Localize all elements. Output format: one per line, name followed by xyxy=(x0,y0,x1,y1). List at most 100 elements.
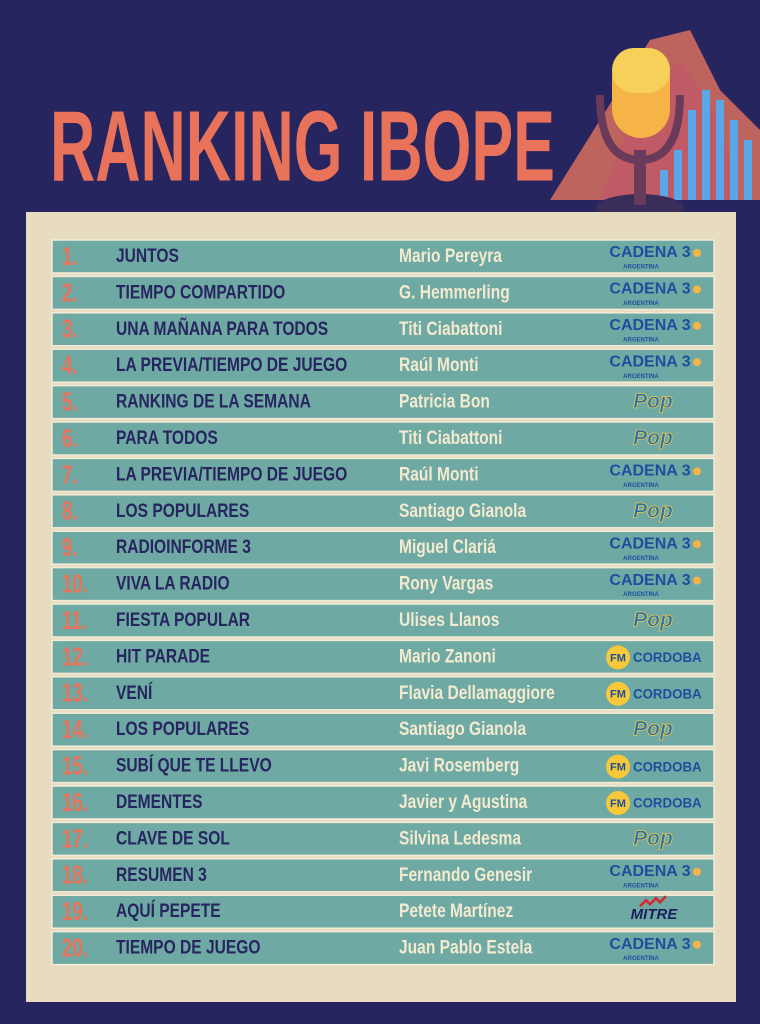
table-row: 14. LOS POPULARES Santiago Gianola Pop xyxy=(51,712,715,747)
rank: 5. xyxy=(62,386,78,416)
station-name: CADENA 3 xyxy=(609,535,690,552)
station-name: Pop xyxy=(633,827,673,850)
host-name: Ulises Llanos xyxy=(399,609,499,631)
station-logo: FM CORDOBA xyxy=(606,754,702,779)
logo-accent xyxy=(693,249,701,257)
station-logo: FM CORDOBA xyxy=(606,791,702,815)
station-subname: ARGENTINA xyxy=(623,301,659,307)
logo-badge xyxy=(606,681,630,706)
station-name: CADENA 3 xyxy=(609,317,690,334)
program-name: VENÍ xyxy=(116,681,153,703)
host-name: Raúl Monti xyxy=(399,354,479,376)
table-row: 9. RADIOINFORME 3 Miguel Clariá CADENA 3 ARG… xyxy=(51,530,715,565)
row-background xyxy=(51,530,715,565)
logo-accent xyxy=(693,576,701,585)
table-row: 7. LA PREVIA/TIEMPO DE JUEGO Raúl Monti CAD… xyxy=(51,457,715,493)
logo-accent xyxy=(693,867,701,876)
logo-badge xyxy=(606,791,630,815)
row-background xyxy=(51,275,715,311)
logo-accent xyxy=(693,321,701,330)
station-logo: Pop xyxy=(633,390,674,414)
rank: 7. xyxy=(62,459,78,489)
rank: 13. xyxy=(62,678,88,708)
station-badge: FM xyxy=(610,762,626,774)
logo-accent xyxy=(693,285,701,294)
table-row: 2. TIEMPO COMPARTIDO G. Hemmerling CADENA 3… xyxy=(51,275,715,311)
program-name: LA PREVIA/TIEMPO DE JUEGO xyxy=(116,354,347,376)
rank: 3. xyxy=(62,314,78,344)
station-logo: Pop xyxy=(633,608,674,632)
host-name: Silvina Ledesma xyxy=(399,827,521,849)
station-name: CADENA 3 xyxy=(609,936,690,953)
program-name: FIESTA POPULAR xyxy=(116,609,250,631)
station-name: Pop xyxy=(633,427,673,450)
station-logo: CADENA 3 ARGENTINA xyxy=(609,572,701,598)
rank: 9. xyxy=(62,532,78,562)
station-logo: CADENA 3 ARGENTINA xyxy=(609,535,701,562)
rank: 1. xyxy=(62,241,78,271)
table-row: 19. AQUÍ PEPETE Petete Martínez MITRE xyxy=(51,894,715,929)
station-logo: CADENA 3 ARGENTINA xyxy=(609,317,701,343)
table-row: 8. LOS POPULARES Santiago Gianola Pop xyxy=(51,494,715,529)
station-logo: CADENA 3 ARGENTINA xyxy=(609,936,701,962)
station-badge: FM xyxy=(610,798,626,810)
program-name: RANKING DE LA SEMANA xyxy=(116,390,311,412)
station-subname: ARGENTINA xyxy=(623,556,659,562)
program-name: UNA MAÑANA PARA TODOS xyxy=(116,317,328,339)
station-logo: MITRE xyxy=(631,895,678,923)
row-background xyxy=(51,930,715,966)
station-logo: CADENA 3 ARGENTINA xyxy=(609,353,701,380)
program-name: PARA TODOS xyxy=(116,427,218,449)
row-background xyxy=(51,639,715,675)
rank: 17. xyxy=(62,823,88,853)
station-logo: CADENA 3 ARGENTINA xyxy=(609,863,701,889)
station-logo: Pop xyxy=(633,426,674,450)
rank: 15. xyxy=(62,750,88,780)
station-subname: ARGENTINA xyxy=(623,374,659,380)
rank: 4. xyxy=(62,350,78,380)
table-row: 10. VIVA LA RADIO Rony Vargas CADENA 3 ARGEN… xyxy=(51,566,715,602)
rank: 2. xyxy=(62,277,78,307)
rank: 20. xyxy=(62,932,88,962)
logo-badge xyxy=(606,645,630,670)
program-name: LA PREVIA/TIEMPO DE JUEGO xyxy=(116,463,347,485)
rank: 10. xyxy=(62,568,88,598)
row-background xyxy=(51,494,715,529)
program-name: RESUMEN 3 xyxy=(116,863,207,885)
station-name: CORDOBA xyxy=(633,650,702,665)
table-row: 12. HIT PARADE Mario Zanoni FM CORDOBA xyxy=(51,639,715,675)
row-background xyxy=(51,603,715,638)
program-name: SUBÍ QUE TE LLEVO xyxy=(116,754,272,776)
row-background xyxy=(51,457,715,493)
row-background xyxy=(51,894,715,929)
microphone-illustration xyxy=(550,30,760,222)
station-logo: CADENA 3 ARGENTINA xyxy=(609,463,701,489)
host-name: Rony Vargas xyxy=(399,572,493,594)
title: RANKING IBOPE xyxy=(50,90,555,202)
logo-accent xyxy=(693,940,701,949)
row-background xyxy=(51,348,715,383)
table-row: 17. CLAVE DE SOL Silvina Ledesma Pop xyxy=(51,821,715,857)
station-name: Pop xyxy=(633,718,673,741)
host-name: Patricia Bon xyxy=(399,390,490,412)
station-name: CADENA 3 xyxy=(609,353,690,370)
station-name: CADENA 3 xyxy=(609,463,690,480)
program-name: AQUÍ PEPETE xyxy=(116,900,221,922)
logo-accent xyxy=(693,467,701,476)
row-background xyxy=(51,676,715,711)
station-name: CORDOBA xyxy=(633,686,702,701)
host-name: Javier y Agustina xyxy=(399,791,528,813)
row-background xyxy=(51,384,715,420)
station-name: Pop xyxy=(633,390,673,413)
station-logo: Pop xyxy=(633,717,674,741)
station-name: CADENA 3 xyxy=(609,244,690,261)
program-name: RADIOINFORME 3 xyxy=(116,536,251,558)
station-name: CADENA 3 xyxy=(609,863,690,880)
table-row: 4. LA PREVIA/TIEMPO DE JUEGO Raúl Monti CAD… xyxy=(51,348,715,383)
row-background xyxy=(51,312,715,347)
program-name: VIVA LA RADIO xyxy=(116,572,230,594)
station-subname: ARGENTINA xyxy=(623,883,659,889)
table-row: 18. RESUMEN 3 Fernando Genesir CADENA 3 ARGE… xyxy=(51,858,715,893)
